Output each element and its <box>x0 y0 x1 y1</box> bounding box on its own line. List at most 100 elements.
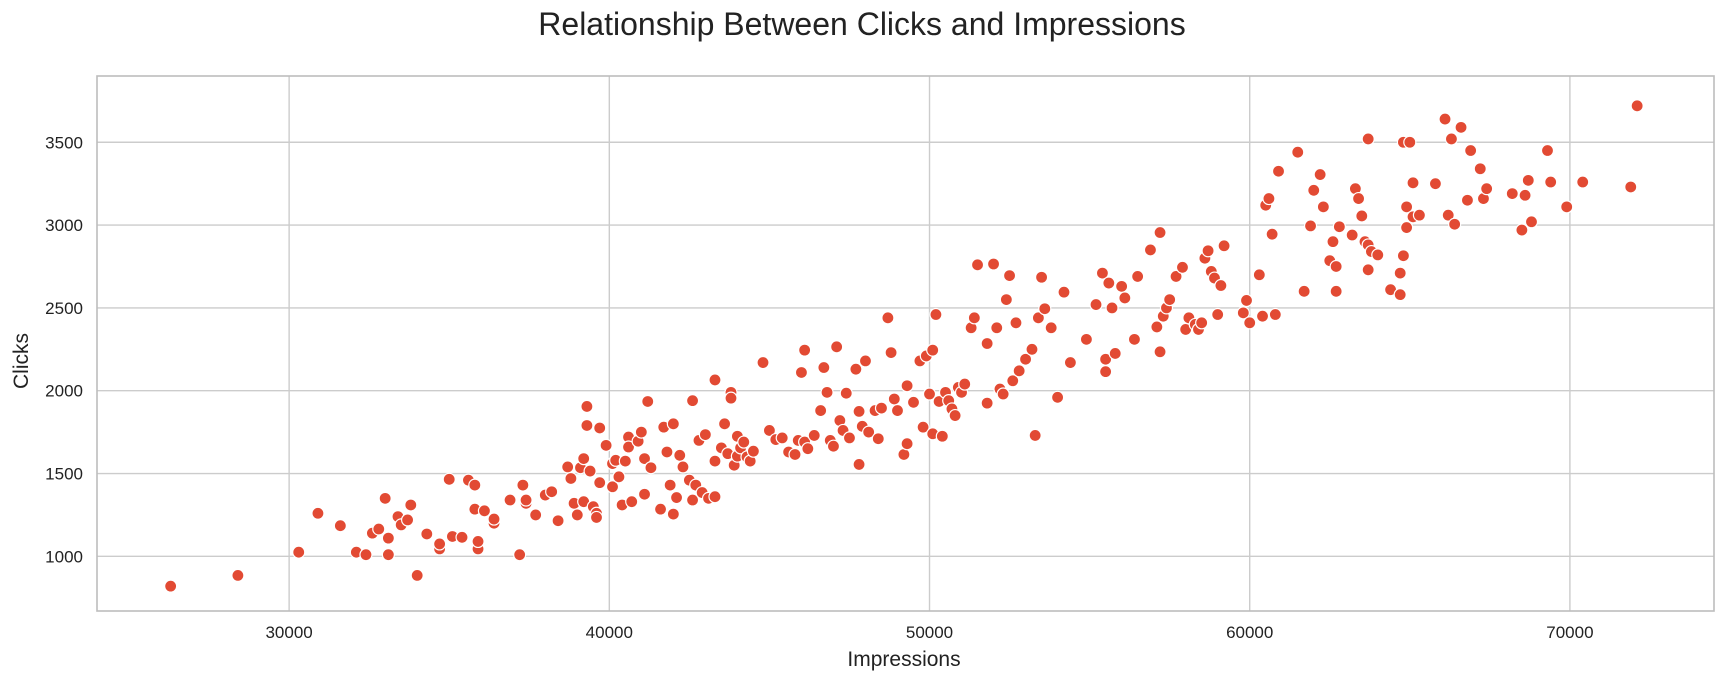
data-point <box>830 340 844 354</box>
data-point <box>839 386 853 400</box>
data-point <box>583 464 597 478</box>
data-point <box>477 504 492 518</box>
data-point <box>666 417 680 431</box>
data-point <box>1153 345 1167 359</box>
data-point <box>708 490 722 504</box>
data-point <box>1265 227 1279 241</box>
data-point <box>1313 167 1327 182</box>
data-point <box>817 360 831 375</box>
data-point <box>1044 321 1058 335</box>
data-point <box>1211 307 1225 322</box>
data-point <box>580 418 594 433</box>
data-point <box>1057 285 1071 299</box>
x-tick-label: 60000 <box>1226 623 1273 642</box>
data-point <box>807 428 821 443</box>
data-point <box>570 508 584 522</box>
data-point <box>1444 132 1459 146</box>
data-point <box>788 447 802 462</box>
x-tick-label: 30000 <box>265 623 312 642</box>
data-point <box>746 444 761 458</box>
data-point <box>333 519 347 533</box>
data-point <box>1624 180 1638 194</box>
x-axis-label: Impressions <box>847 648 960 671</box>
data-point <box>1115 279 1129 293</box>
data-point <box>663 478 677 492</box>
data-point <box>381 548 395 562</box>
plot-area-frame <box>96 75 1715 612</box>
data-point <box>1118 291 1132 305</box>
data-point <box>1031 311 1045 325</box>
data-point <box>653 502 668 516</box>
data-point <box>900 437 914 451</box>
data-point <box>986 257 1001 271</box>
data-point <box>871 432 885 446</box>
data-point <box>1454 120 1468 134</box>
data-point <box>1371 248 1385 262</box>
data-point <box>1540 143 1555 158</box>
data-point <box>311 506 325 520</box>
data-point <box>1291 145 1305 159</box>
data-point <box>1271 164 1286 178</box>
data-point <box>593 476 607 490</box>
data-point <box>980 336 994 351</box>
y-tick-label: 3500 <box>45 133 83 152</box>
data-point <box>970 258 985 272</box>
data-point <box>593 421 607 435</box>
data-point <box>621 440 636 454</box>
data-point <box>890 403 905 418</box>
data-point <box>400 513 415 527</box>
data-point <box>1163 293 1177 307</box>
data-point <box>814 403 828 418</box>
data-point <box>455 530 469 544</box>
data-point <box>1515 223 1529 237</box>
data-point <box>1006 374 1020 388</box>
data-point <box>852 404 866 419</box>
data-point <box>858 354 873 368</box>
data-point <box>1108 346 1122 361</box>
x-tick-label: 40000 <box>586 623 633 642</box>
data-point <box>1127 332 1142 346</box>
data-point <box>996 387 1010 401</box>
y-tick-label: 3000 <box>45 216 83 235</box>
data-point <box>381 531 395 545</box>
data-point <box>826 439 841 453</box>
data-point <box>849 362 863 376</box>
data-point <box>1460 193 1475 207</box>
data-points <box>164 99 1644 593</box>
x-tick-labels: 30000 40000 50000 60000 70000 <box>265 623 1593 642</box>
data-point <box>926 343 940 357</box>
y-tick-label: 2500 <box>45 299 83 318</box>
data-point <box>487 512 501 526</box>
data-point <box>1099 365 1113 379</box>
data-point <box>1316 200 1330 214</box>
data-point <box>1002 268 1017 283</box>
data-point <box>669 490 684 505</box>
data-point <box>1102 276 1116 290</box>
data-point <box>1473 162 1487 176</box>
data-point <box>1329 259 1343 274</box>
data-point <box>1063 355 1078 370</box>
data-point <box>999 293 1013 307</box>
data-point <box>922 387 937 401</box>
data-point <box>1239 293 1254 308</box>
data-point <box>564 471 578 486</box>
data-point <box>1236 306 1250 320</box>
data-point <box>516 478 530 492</box>
data-point <box>1297 284 1311 298</box>
data-point <box>1412 208 1427 222</box>
data-point <box>1396 249 1411 263</box>
data-point <box>1089 297 1103 312</box>
data-point <box>1361 263 1375 277</box>
data-point <box>762 423 777 438</box>
data-point <box>1169 269 1183 284</box>
data-point <box>1345 228 1359 242</box>
data-point <box>1332 220 1346 234</box>
data-point <box>737 435 751 449</box>
data-point <box>471 534 485 549</box>
data-point <box>372 522 386 536</box>
data-point <box>980 396 994 410</box>
data-point <box>1630 99 1644 113</box>
data-point <box>1025 342 1039 356</box>
data-point <box>503 493 517 507</box>
data-point <box>1393 288 1407 302</box>
